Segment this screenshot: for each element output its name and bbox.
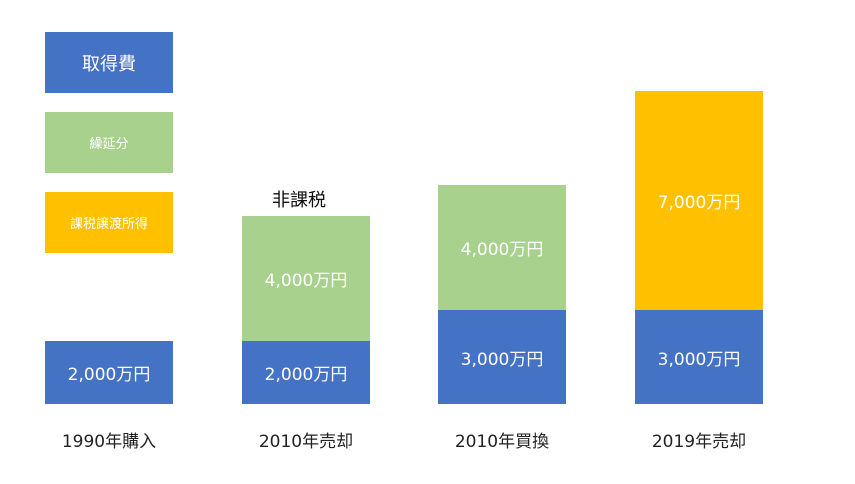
x-axis-label: 1990年購入 bbox=[61, 432, 157, 452]
legend-taxable: 課税譲渡所得 bbox=[45, 192, 173, 253]
bar-segment: 7,000万円 bbox=[635, 91, 763, 311]
bar-value-label: 3,000万円 bbox=[460, 349, 544, 370]
bar-segment: 3,000万円 bbox=[438, 310, 566, 404]
bar-segment: 4,000万円 bbox=[242, 216, 370, 342]
legend-deferred: 繰延分 bbox=[45, 112, 173, 173]
x-axis-label: 2019年売却 bbox=[651, 432, 747, 452]
bar-value-label: 7,000万円 bbox=[657, 193, 741, 214]
legend-taxable-label: 課税譲渡所得 bbox=[69, 217, 148, 232]
x-axis-label: 2010年買換 bbox=[454, 432, 550, 452]
bar-value-label: 4,000万円 bbox=[460, 239, 544, 260]
bar-value-label: 2,000万円 bbox=[67, 365, 151, 386]
bar-value-label: 3,000万円 bbox=[657, 349, 741, 370]
bar-segment: 2,000万円 bbox=[45, 341, 173, 404]
bar-segment: 2,000万円 bbox=[242, 341, 370, 404]
legend-acquisition-label: 取得費 bbox=[82, 53, 136, 75]
bar-value-label: 4,000万円 bbox=[264, 271, 348, 292]
bar-annotation: 非課税 bbox=[272, 190, 326, 212]
bar-value-label: 2,000万円 bbox=[264, 365, 348, 386]
x-axis-label: 2010年売却 bbox=[258, 432, 354, 452]
bar-segment: 4,000万円 bbox=[438, 184, 566, 311]
legend-acquisition: 取得費 bbox=[45, 32, 173, 93]
bar-segment: 3,000万円 bbox=[635, 310, 763, 404]
legend-deferred-label: 繰延分 bbox=[89, 137, 129, 152]
